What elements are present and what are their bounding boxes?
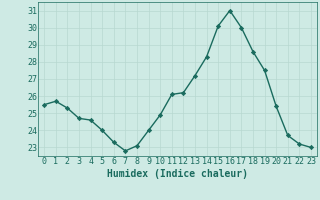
X-axis label: Humidex (Indice chaleur): Humidex (Indice chaleur) [107,169,248,179]
